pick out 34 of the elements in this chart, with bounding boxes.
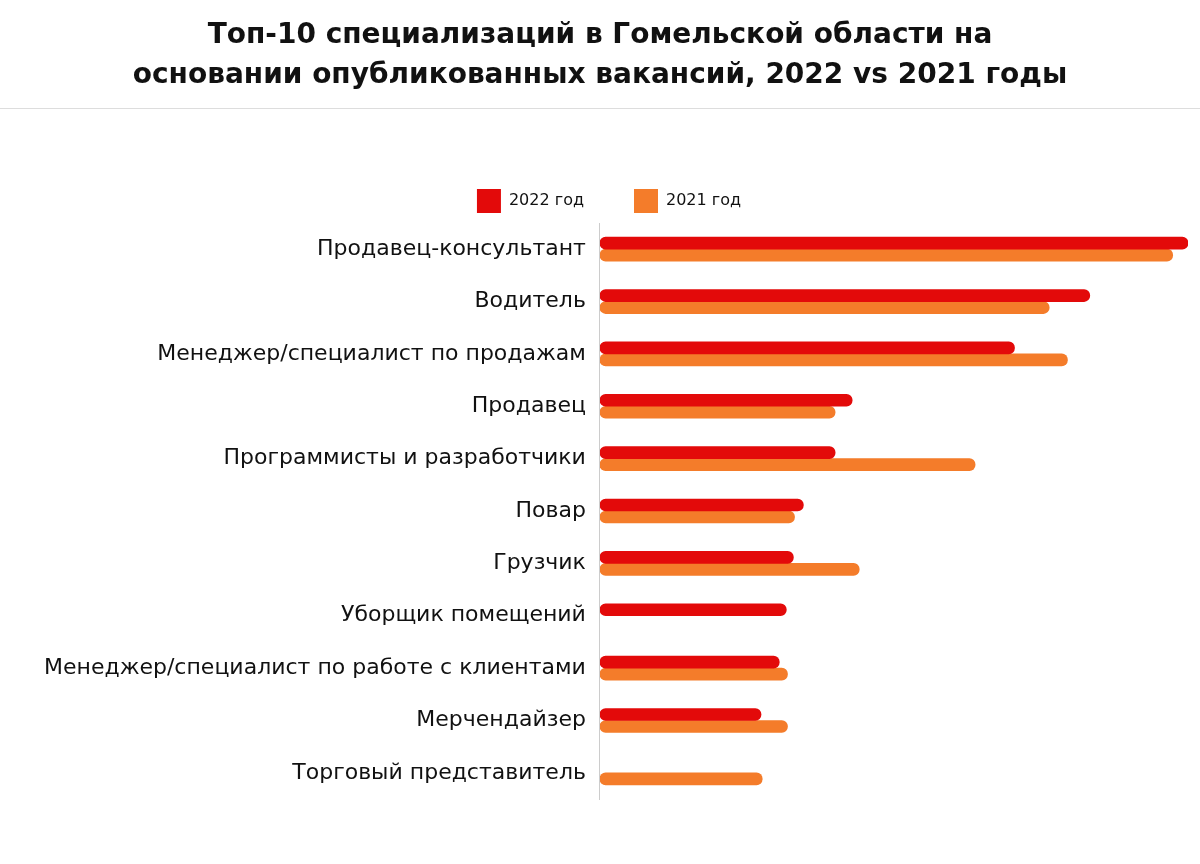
bar [599,458,976,471]
bar [599,248,1174,262]
chart-title: Топ-10 специализаций в Гомельской области на основании опубликованных вакансий, 2022 vs 2021 годы [131,16,1069,92]
bar [599,655,780,669]
y-tick-label: Повар [515,496,586,522]
y-tick-label: Менеджер/специалист по работе с клиентами [43,653,586,679]
bar [599,301,1050,314]
bar [599,289,1091,302]
bar [599,405,836,419]
bar [599,353,1068,367]
y-tick-label: Программисты и разработчики [223,444,586,470]
bar [599,563,860,576]
legend-label: 2022 год [508,190,584,210]
bar [599,708,762,721]
bar [599,772,763,786]
bar [599,603,787,617]
y-tick-label: Грузчик [493,549,586,575]
y-tick-label: Торговый представитель [291,758,586,784]
bar [599,393,853,407]
y-tick-label: Мерчендайзер [416,706,586,732]
y-tick-label: Продавец-консультант [317,234,587,260]
legend-label: 2021 год [666,190,742,210]
y-tick-label: Продавец [471,391,586,417]
bar [599,446,836,459]
bar [599,720,788,733]
y-tick-label: Водитель [474,287,586,313]
bar [599,236,1188,250]
bar [599,510,795,524]
y-tick-label: Менеджер/специалист по продажам [157,339,586,365]
bar [599,667,788,681]
bar [599,341,1015,355]
bar [599,551,794,564]
y-tick-label: Уборщик помещений [340,601,586,627]
bar [599,498,804,512]
